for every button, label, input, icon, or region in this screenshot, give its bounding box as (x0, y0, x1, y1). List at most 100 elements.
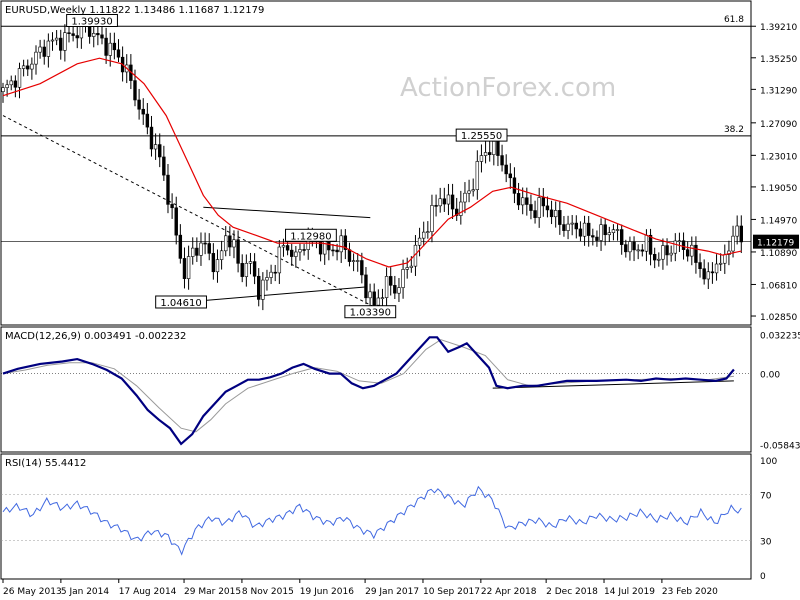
price-axis-tick: 1.19050 (760, 184, 797, 194)
rsi-axis-tick: 0 (760, 572, 766, 582)
candle-body (30, 63, 34, 70)
candle-body (67, 32, 71, 34)
candle-body (463, 192, 467, 203)
candle-body (615, 229, 620, 231)
candle-body (640, 249, 645, 252)
price-axis-tick: 1.27090 (760, 120, 797, 130)
macd-line (2, 336, 735, 446)
candle-body (104, 37, 108, 56)
candle-body (438, 198, 442, 207)
candle-body (133, 80, 137, 101)
candle-body (504, 164, 508, 175)
candle-body (454, 208, 459, 216)
candle-body (417, 237, 422, 246)
candle-body (162, 156, 166, 176)
candle-body (702, 268, 706, 280)
candle-body (5, 84, 9, 88)
candle-body (467, 190, 471, 194)
candle-body (393, 285, 397, 294)
price-panel-title: EURUSD,Weekly 1.11822 1.13486 1.11687 1.… (5, 5, 264, 16)
candle-body (661, 245, 665, 260)
candle-body (261, 279, 265, 300)
price-callout-box-1 (455, 128, 508, 142)
candle-body (215, 259, 220, 273)
candle-body (426, 231, 430, 233)
candle-body (566, 223, 570, 231)
candle-body (735, 225, 739, 237)
x-axis-tick: 2 Dec 2018 (546, 587, 598, 597)
candle-body (46, 40, 51, 57)
candle-body (339, 235, 343, 253)
x-axis-tick: 29 Jan 2017 (365, 587, 419, 597)
x-axis-tick: 10 Sep 2017 (423, 587, 480, 597)
candle-body (92, 33, 96, 37)
macd-axis-tick: 0.00 (760, 371, 780, 381)
candle-body (108, 42, 112, 56)
candle-body (582, 222, 587, 237)
candle-body (232, 239, 236, 248)
candle-body (562, 224, 566, 231)
candle-body (541, 197, 546, 207)
fib-label-0: 61.8 (724, 15, 744, 25)
candle-body (38, 46, 42, 53)
candle-body (372, 291, 376, 306)
candle-body (714, 263, 719, 274)
candle-body (9, 80, 13, 86)
axis-layer: 1.39210 1.35250 1.31290 1.27090 1.23010 1.190… (2, 23, 800, 597)
candle-body (50, 39, 55, 42)
candle-body (178, 234, 183, 259)
candle-body (706, 271, 710, 280)
candle-body (430, 205, 434, 232)
x-axis-tick: 19 Jun 2016 (300, 587, 354, 597)
macd-trendline (492, 380, 734, 389)
rsi-layer (1, 485, 751, 556)
watermark: ActionForex.com (400, 73, 616, 103)
candle-body (347, 249, 352, 262)
candle-body (492, 141, 496, 155)
price-layer: 61.8 38.2 1.39930 1.25550 1.12980 1.04610 1.03… (1, 13, 751, 319)
candle-body (442, 198, 447, 205)
price-axis-tick: 1.10890 (760, 249, 797, 259)
price-axis-tick: 1.06810 (760, 281, 797, 291)
candle-body (677, 240, 682, 243)
candle-body (195, 247, 199, 256)
candle-body (34, 51, 38, 65)
candle-body (516, 193, 521, 206)
candle-body (298, 249, 302, 253)
fib-label-1: 38.2 (724, 125, 744, 135)
triangle-upper-line (203, 206, 371, 219)
candle-body (224, 235, 228, 252)
x-axis-tick: 29 Mar 2015 (184, 587, 241, 597)
candle-body (186, 256, 191, 279)
candle-body (240, 263, 244, 277)
x-axis-tick: 14 Jul 2019 (604, 587, 655, 597)
candle-body (285, 245, 290, 251)
candle-body (586, 222, 591, 236)
candle-body (203, 242, 207, 245)
candle-body (624, 244, 628, 253)
x-axis-tick: 17 Aug 2014 (119, 587, 177, 597)
candle-body (63, 32, 67, 51)
price-panel (0, 0, 752, 326)
candle-body (553, 210, 558, 218)
rsi-panel (0, 453, 752, 580)
candle-body (384, 276, 389, 298)
candle-body (100, 34, 104, 39)
price-callout-4: 1.03390 (350, 308, 391, 319)
candle-body (389, 276, 393, 286)
candle-body (1, 87, 5, 92)
candle-body (731, 235, 735, 252)
candle-body (112, 42, 117, 51)
price-callout-box-3 (155, 295, 207, 309)
candle-body (694, 244, 698, 263)
candle-body (380, 297, 385, 299)
candle-body (628, 241, 632, 253)
candle-body (54, 37, 59, 41)
candle-body (657, 258, 661, 261)
x-axis-tick: 26 May 2013 (3, 587, 62, 597)
candle-body (397, 287, 401, 294)
candle-body (331, 249, 335, 252)
candle-body (459, 201, 463, 216)
candle-body (228, 235, 232, 248)
